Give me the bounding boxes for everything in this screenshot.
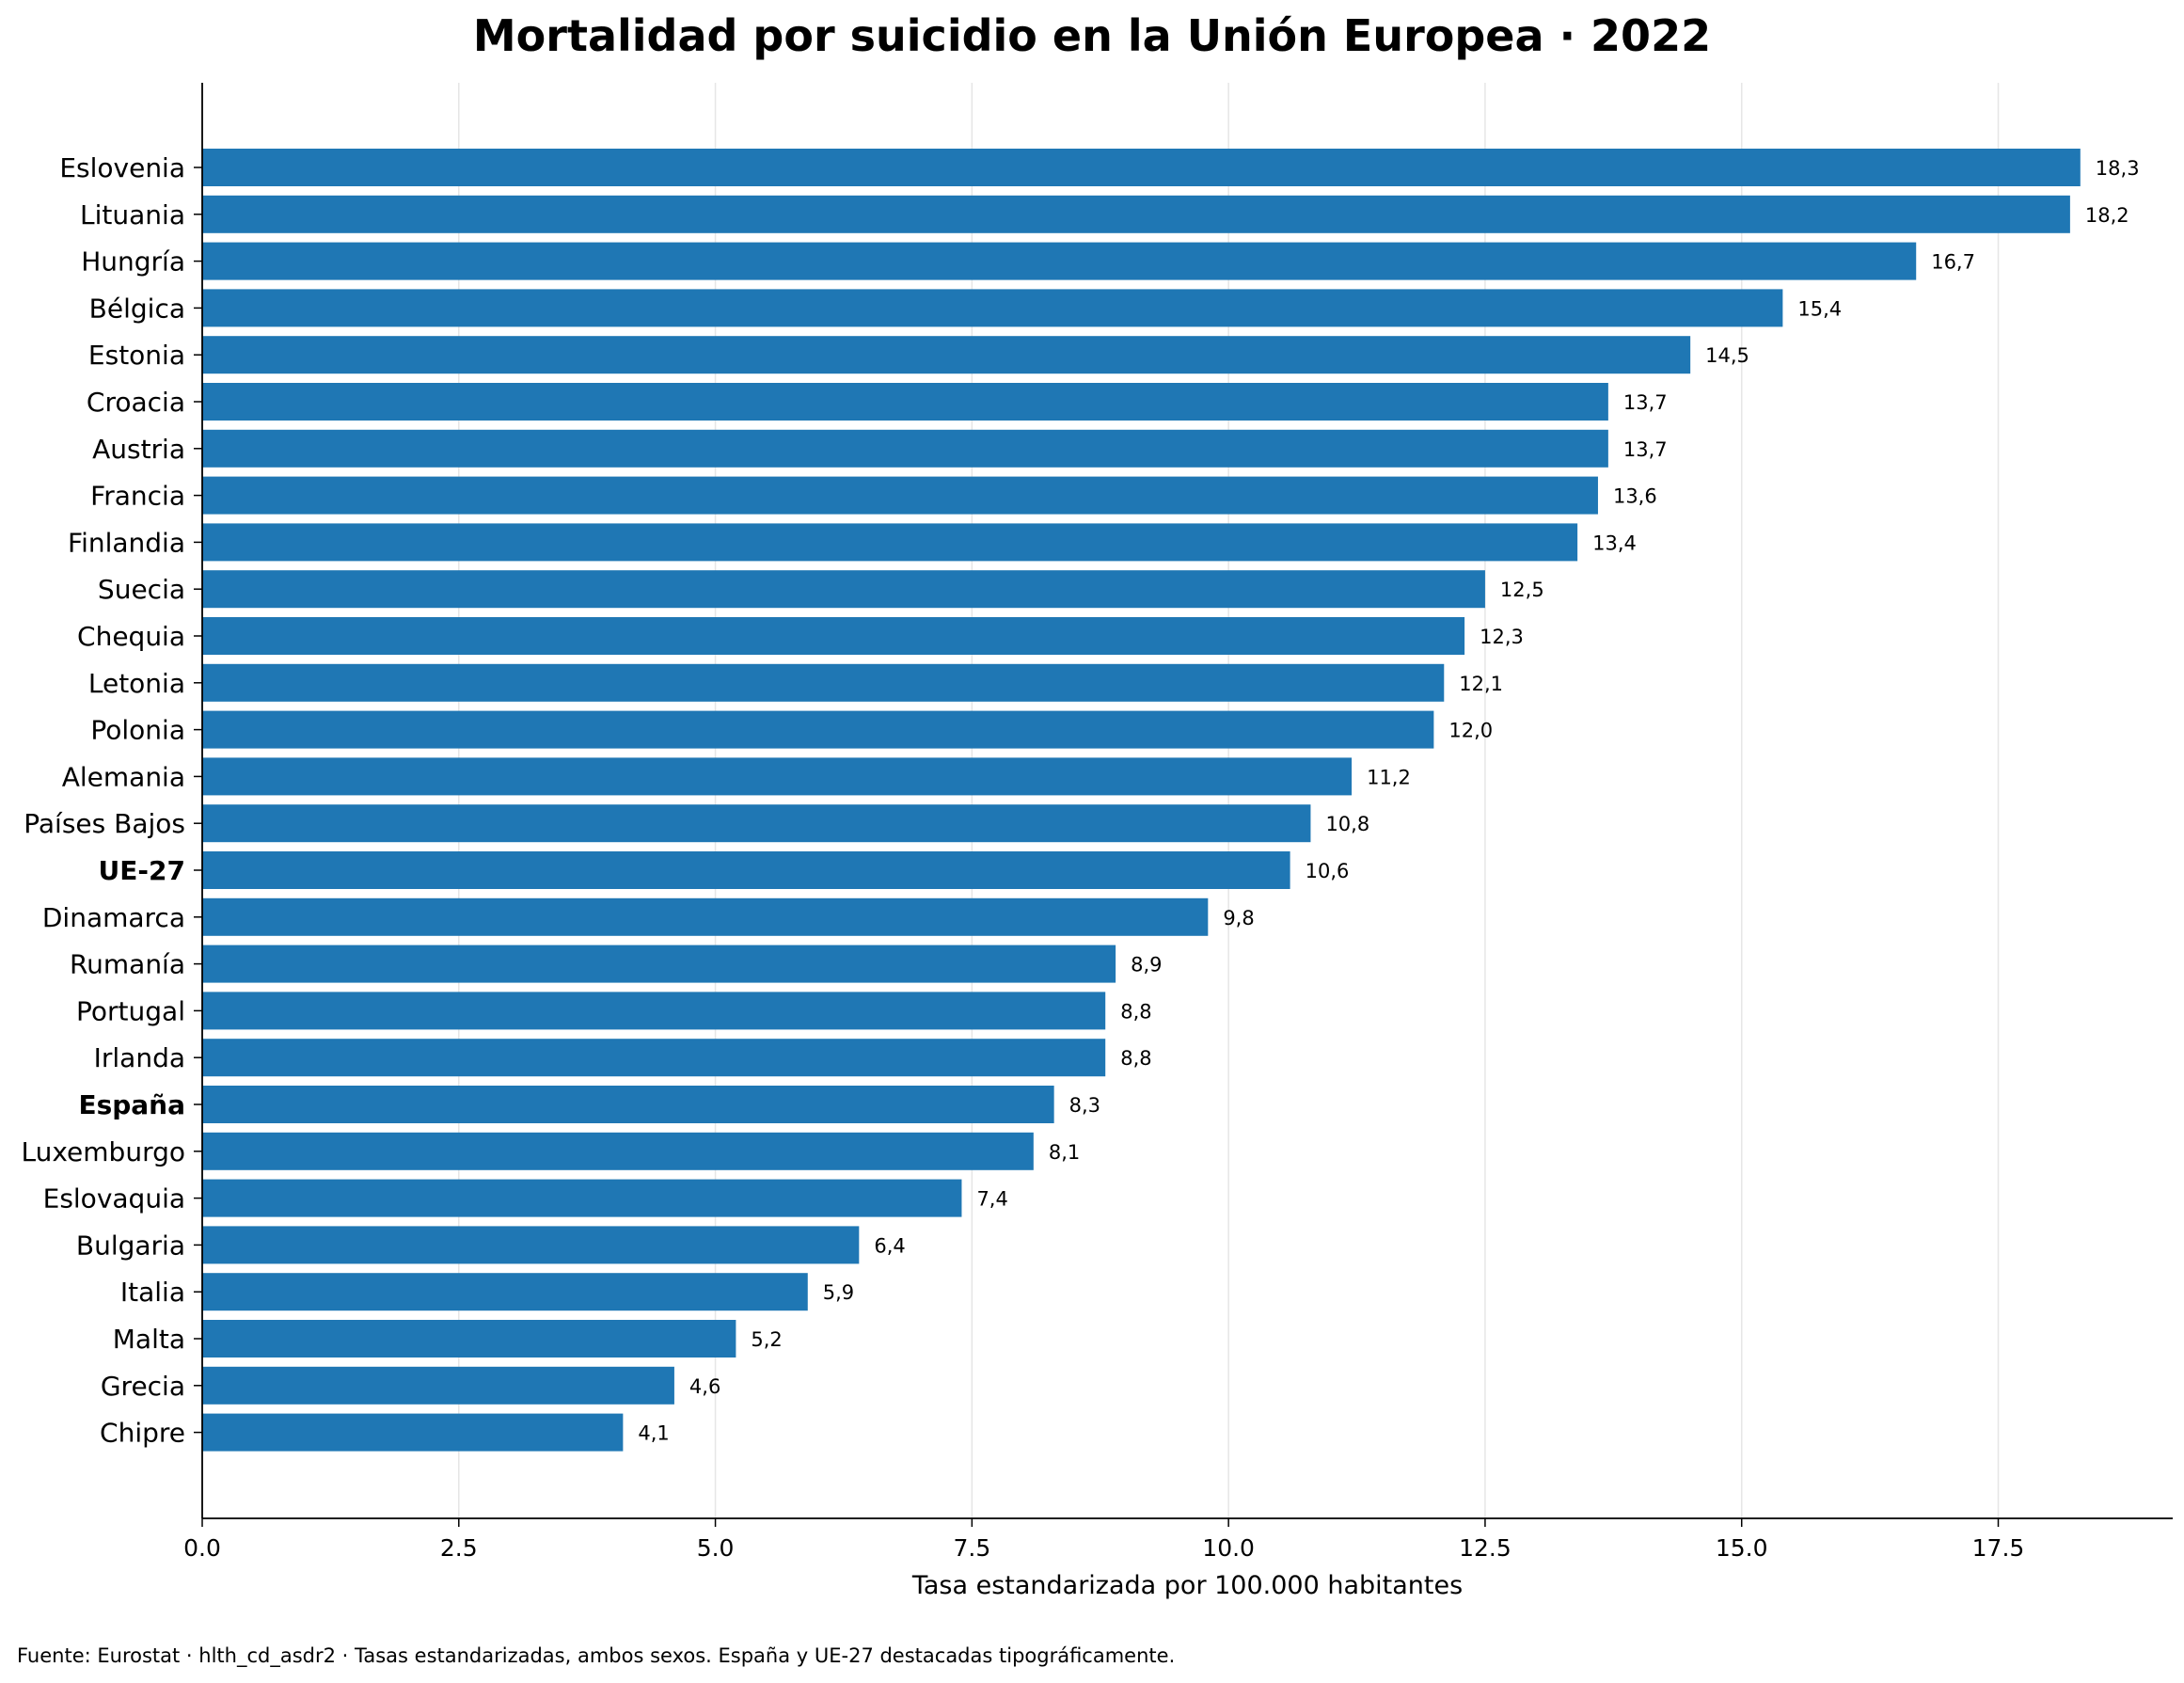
value-label: 12,5 [1500,579,1544,601]
value-label: 18,2 [2085,204,2129,227]
x-tick-label: 15.0 [1716,1534,1768,1562]
x-tick-label: 2.5 [440,1534,478,1562]
value-label: 18,3 [2096,157,2140,180]
category-label: Polonia [90,715,185,746]
bar [202,289,1783,327]
category-label: Chequia [77,621,185,652]
category-label: Estonia [88,340,185,371]
category-label: Suecia [98,574,185,605]
value-label: 13,7 [1623,391,1668,414]
bar [202,757,1353,796]
x-tick-label: 17.5 [1972,1534,2025,1562]
bar [202,1132,1034,1170]
category-label: Irlanda [94,1042,185,1073]
x-tick-label: 12.5 [1459,1534,1511,1562]
bar [202,1320,736,1358]
x-axis-title: Tasa estandarizada por 100.000 habitante… [911,1571,1463,1600]
value-label: 6,4 [874,1234,905,1257]
category-label: Rumanía [70,949,185,980]
bar [202,1226,860,1264]
category-label: Bélgica [89,293,185,324]
bar [202,383,1608,421]
category-label: Luxemburgo [21,1136,185,1167]
bar [202,851,1290,889]
bar [202,1086,1054,1123]
bar [202,1366,674,1405]
value-label: 13,6 [1613,485,1657,508]
category-label: España [78,1089,185,1120]
value-label: 12,0 [1448,720,1493,742]
value-label: 9,8 [1223,907,1254,929]
value-label: 12,1 [1459,673,1503,695]
x-tick-label: 7.5 [953,1534,990,1562]
labels: 0.0 2.5 5.0 7.5 10.0 12.5 15.0 17.5 Eslovenia 18,… [21,152,2139,1562]
bar [202,149,2081,186]
value-label: 11,2 [1367,766,1411,788]
value-label: 4,6 [689,1375,720,1398]
category-label: Alemania [62,761,185,792]
category-label: Grecia [101,1371,185,1402]
bar [202,1039,1106,1077]
category-label: Dinamarca [42,902,185,933]
bar [202,336,1691,374]
value-label: 5,2 [751,1328,782,1351]
bar [202,242,1917,280]
category-label: Chipre [100,1418,185,1449]
value-label: 16,7 [1931,251,1975,274]
chart-title: Mortalidad por suicidio en la Unión Euro… [472,10,1712,61]
bar [202,476,1598,515]
bar [202,992,1106,1030]
value-label: 10,8 [1325,813,1369,835]
bar [202,1179,962,1217]
bar [202,570,1485,609]
bar [202,804,1311,843]
value-label: 8,8 [1120,1000,1151,1023]
category-label: Austria [92,434,185,465]
value-label: 10,6 [1306,860,1350,882]
value-label: 8,3 [1069,1094,1100,1117]
category-label: Eslovenia [59,152,185,183]
value-label: 12,3 [1480,626,1524,648]
bar [202,1273,808,1311]
bar [202,663,1445,702]
value-label: 4,1 [638,1422,669,1445]
category-label: Bulgaria [76,1230,185,1261]
bar [202,523,1578,562]
bar [202,945,1116,983]
category-label: Lituania [80,199,185,230]
x-tick-label: 0.0 [183,1534,221,1562]
x-tick-label: 10.0 [1202,1534,1255,1562]
value-label: 13,4 [1592,532,1637,554]
value-label: 8,9 [1131,954,1162,976]
source-note: Fuente: Eurostat · hlth_cd_asdr2 · Tasas… [17,1644,1176,1667]
value-label: 7,4 [976,1188,1007,1211]
value-label: 8,8 [1120,1047,1151,1070]
category-label: Países Bajos [24,808,185,839]
category-label: Portugal [76,995,185,1026]
category-label: Eslovaquia [43,1183,185,1215]
value-label: 14,5 [1705,344,1749,367]
category-label: UE-27 [99,855,185,886]
category-label: Hungría [81,246,185,278]
category-label: Italia [120,1277,185,1308]
bar [202,617,1465,655]
category-label: Malta [113,1324,185,1355]
bar [202,429,1608,468]
bar [202,897,1209,936]
category-label: Francia [90,481,185,512]
axes [201,83,2173,1519]
x-tick-label: 5.0 [697,1534,735,1562]
category-label: Finlandia [68,527,185,558]
value-label: 8,1 [1049,1141,1080,1164]
value-label: 13,7 [1623,438,1668,461]
category-label: Letonia [88,668,185,699]
category-label: Croacia [87,387,185,418]
value-label: 5,9 [823,1281,854,1304]
value-label: 15,4 [1797,297,1842,320]
bars [202,149,2081,1452]
bar [202,195,2070,233]
bar [202,1413,624,1452]
bar [202,710,1434,749]
